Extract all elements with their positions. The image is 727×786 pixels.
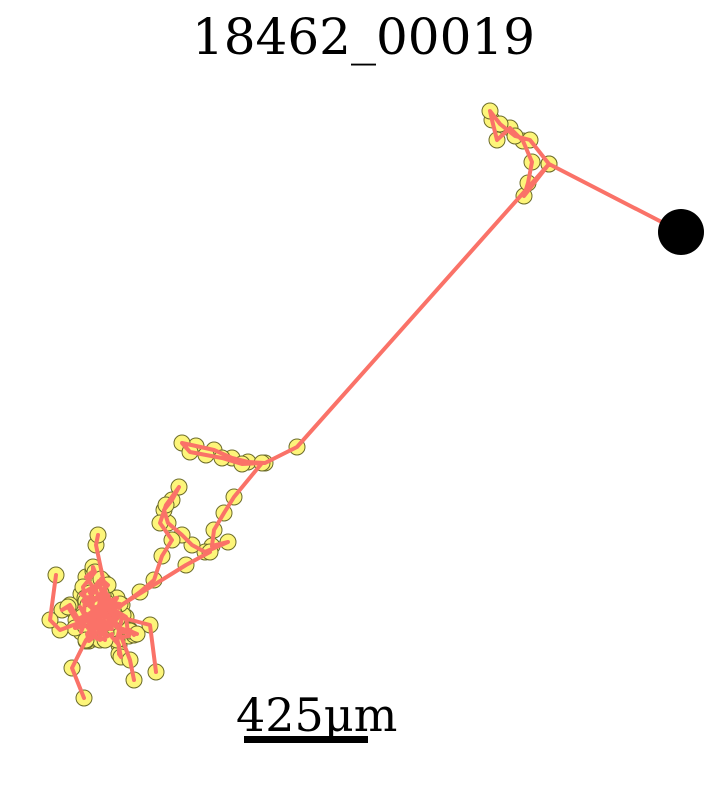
track-path xyxy=(60,109,683,659)
scale-bar-label: 425μm xyxy=(236,688,398,742)
track-path-layer xyxy=(48,109,683,700)
plot-title: 18462_00019 xyxy=(191,8,536,66)
track-path xyxy=(110,610,136,682)
track-end-marker xyxy=(658,209,704,255)
track-path xyxy=(94,533,112,614)
scale-bar xyxy=(244,736,368,743)
track-path xyxy=(48,573,110,632)
track-path xyxy=(108,550,212,614)
track-path xyxy=(70,610,112,700)
track-path xyxy=(110,613,158,674)
